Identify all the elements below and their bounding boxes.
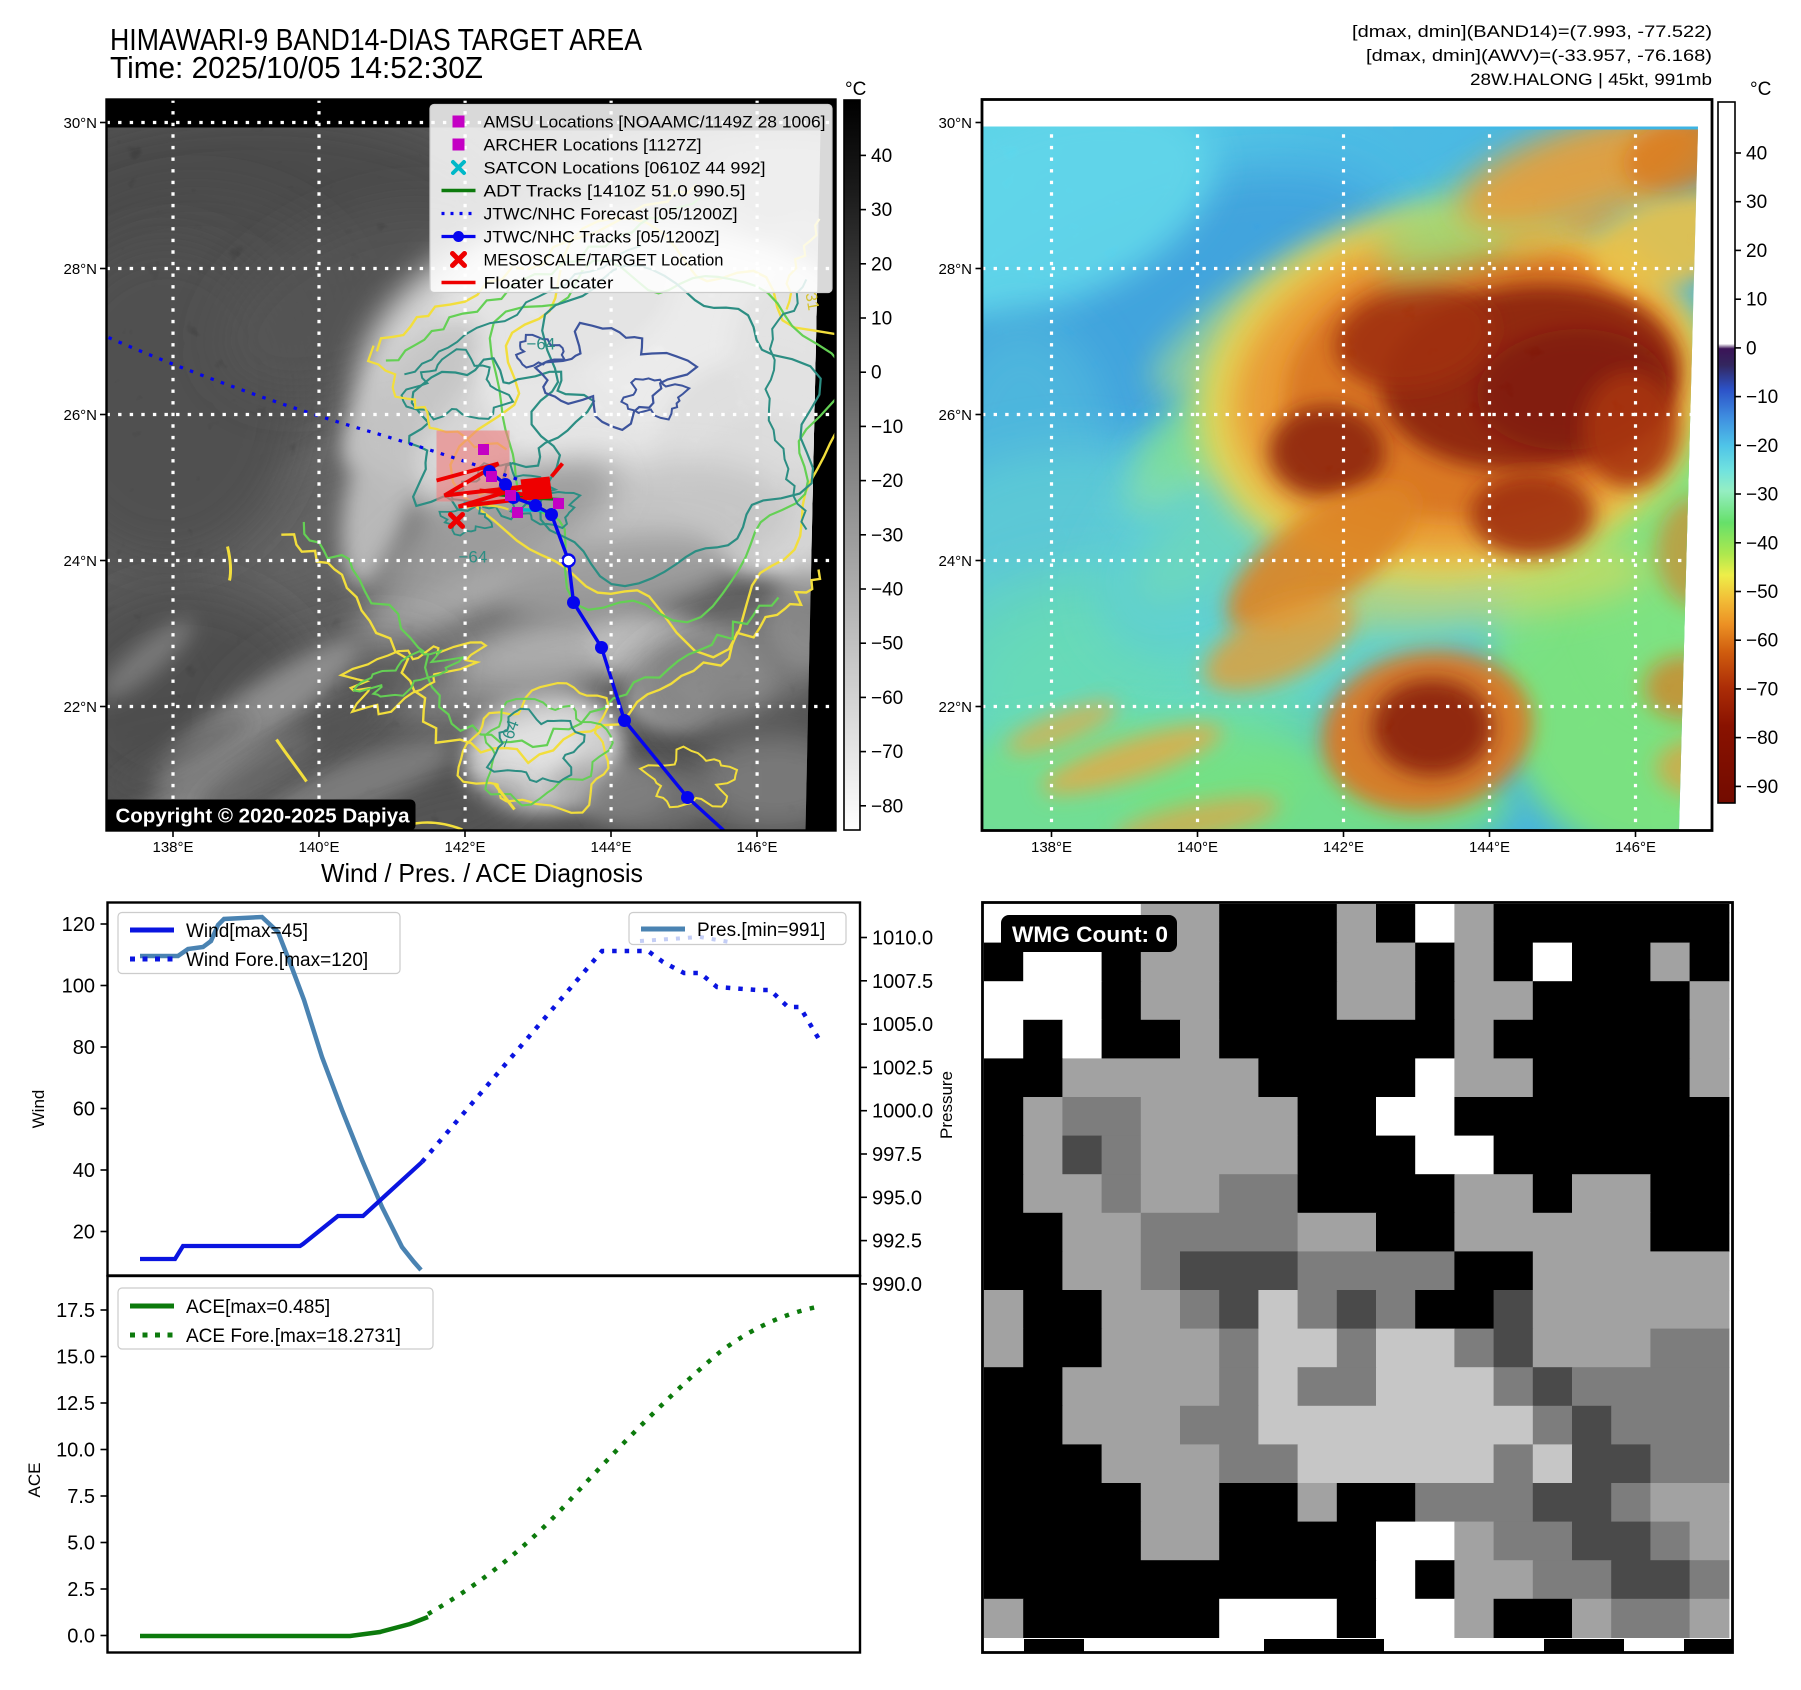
svg-text:°C: °C — [1750, 79, 1771, 100]
svg-text:30°N: 30°N — [63, 115, 97, 132]
svg-text:JTWC/NHC Tracks [05/1200Z]: JTWC/NHC Tracks [05/1200Z] — [484, 229, 720, 247]
svg-text:WMG Count: 0: WMG Count: 0 — [1012, 922, 1168, 947]
svg-text:[dmax, dmin](AWV)=(-33.957, -7: [dmax, dmin](AWV)=(-33.957, -76.168) — [1366, 46, 1712, 65]
svg-text:ACE: ACE — [25, 1463, 44, 1498]
svg-text:Pressure: Pressure — [937, 1071, 956, 1139]
svg-text:ARCHER Locations [1127Z]: ARCHER Locations [1127Z] — [484, 137, 702, 155]
svg-text:Time: 2025/10/05 14:52:30Z: Time: 2025/10/05 14:52:30Z — [110, 51, 483, 85]
svg-text:144°E: 144°E — [590, 839, 631, 856]
svg-text:−20: −20 — [1746, 436, 1778, 457]
svg-text:1000.0: 1000.0 — [872, 1101, 933, 1123]
svg-text:−70: −70 — [871, 742, 903, 763]
svg-text:[dmax, dmin](BAND14)=(7.993, -: [dmax, dmin](BAND14)=(7.993, -77.522) — [1352, 22, 1712, 41]
svg-text:−70: −70 — [1746, 679, 1778, 700]
svg-text:12.5: 12.5 — [56, 1393, 95, 1415]
svg-text:28°N: 28°N — [938, 261, 972, 278]
svg-text:7.5: 7.5 — [67, 1486, 95, 1508]
svg-text:100: 100 — [62, 976, 95, 998]
svg-text:24°N: 24°N — [63, 553, 97, 570]
svg-text:5.0: 5.0 — [67, 1533, 95, 1555]
svg-text:10.0: 10.0 — [56, 1440, 95, 1462]
svg-text:ACE Fore.[max=18.2731]: ACE Fore.[max=18.2731] — [186, 1326, 401, 1347]
svg-text:Floater Locater: Floater Locater — [484, 275, 615, 293]
svg-text:60: 60 — [73, 1099, 95, 1121]
svg-text:15.0: 15.0 — [56, 1347, 95, 1369]
svg-text:10: 10 — [871, 309, 892, 330]
svg-text:°C: °C — [845, 79, 866, 100]
svg-text:22°N: 22°N — [938, 699, 972, 716]
svg-text:Wind[max=45]: Wind[max=45] — [186, 921, 308, 942]
svg-text:0: 0 — [871, 363, 882, 384]
svg-text:JTWC/NHC Forecast [05/1200Z]: JTWC/NHC Forecast [05/1200Z] — [484, 206, 738, 224]
svg-text:17.5: 17.5 — [56, 1300, 95, 1322]
svg-text:Copyright © 2020-2025 Dapiya: Copyright © 2020-2025 Dapiya — [116, 806, 411, 828]
svg-text:40: 40 — [73, 1160, 95, 1182]
svg-text:997.5: 997.5 — [872, 1144, 922, 1166]
svg-text:−10: −10 — [871, 417, 903, 438]
svg-text:−30: −30 — [871, 525, 903, 546]
svg-text:1010.0: 1010.0 — [872, 928, 933, 950]
svg-text:0: 0 — [1746, 338, 1757, 359]
svg-text:80: 80 — [73, 1037, 95, 1059]
svg-text:30°N: 30°N — [938, 115, 972, 132]
svg-text:−64: −64 — [459, 548, 488, 567]
svg-text:Wind: Wind — [29, 1090, 48, 1129]
svg-text:1005.0: 1005.0 — [872, 1014, 933, 1036]
svg-text:20: 20 — [871, 254, 892, 275]
svg-text:20: 20 — [73, 1222, 95, 1244]
svg-text:SATCON Locations [0610Z 44 992: SATCON Locations [0610Z 44 992] — [484, 160, 766, 178]
svg-text:20: 20 — [1746, 241, 1767, 262]
svg-text:1007.5: 1007.5 — [872, 971, 933, 993]
svg-text:40: 40 — [1746, 144, 1767, 165]
svg-text:−10: −10 — [1746, 387, 1778, 408]
svg-text:−20: −20 — [871, 471, 903, 492]
svg-text:146°E: 146°E — [1615, 839, 1656, 856]
svg-text:10: 10 — [1746, 290, 1767, 311]
svg-text:0.0: 0.0 — [67, 1626, 95, 1648]
svg-text:−50: −50 — [871, 634, 903, 655]
svg-text:22°N: 22°N — [63, 699, 97, 716]
svg-text:−90: −90 — [1746, 777, 1778, 798]
svg-text:992.5: 992.5 — [872, 1231, 922, 1253]
svg-text:30: 30 — [871, 200, 892, 221]
svg-text:2.5: 2.5 — [67, 1579, 95, 1601]
svg-text:24°N: 24°N — [938, 553, 972, 570]
svg-text:144°E: 144°E — [1469, 839, 1510, 856]
svg-text:−80: −80 — [871, 796, 903, 817]
svg-text:31: 31 — [802, 291, 822, 312]
svg-text:AMSU Locations [NOAAMC/1149Z 2: AMSU Locations [NOAAMC/1149Z 28 1006] — [484, 114, 826, 132]
svg-text:995.0: 995.0 — [872, 1187, 922, 1209]
svg-text:ADT Tracks [1410Z 51.0 990.5]: ADT Tracks [1410Z 51.0 990.5] — [484, 183, 746, 201]
svg-text:Wind Fore.[max=120]: Wind Fore.[max=120] — [186, 950, 368, 971]
svg-text:142°E: 142°E — [1323, 839, 1364, 856]
svg-text:30: 30 — [1746, 192, 1767, 213]
svg-text:140°E: 140°E — [298, 839, 339, 856]
svg-text:138°E: 138°E — [1031, 839, 1072, 856]
svg-text:HIMAWARI-9 BAND14-DIAS TARGET: HIMAWARI-9 BAND14-DIAS TARGET AREA — [110, 23, 643, 57]
svg-text:120: 120 — [62, 914, 95, 936]
svg-text:Wind / Pres. / ACE Diagnosis: Wind / Pres. / ACE Diagnosis — [321, 858, 643, 888]
svg-text:28W.HALONG | 45kt, 991mb: 28W.HALONG | 45kt, 991mb — [1470, 70, 1712, 89]
svg-text:−40: −40 — [871, 580, 903, 601]
svg-text:−30: −30 — [1746, 485, 1778, 506]
svg-text:28°N: 28°N — [63, 261, 97, 278]
svg-text:−64: −64 — [527, 335, 556, 354]
svg-text:−50: −50 — [1746, 582, 1778, 603]
svg-text:−80: −80 — [1746, 728, 1778, 749]
svg-text:142°E: 142°E — [444, 839, 485, 856]
svg-text:138°E: 138°E — [152, 839, 193, 856]
svg-text:−60: −60 — [1746, 631, 1778, 652]
svg-text:26°N: 26°N — [63, 407, 97, 424]
svg-text:140°E: 140°E — [1177, 839, 1218, 856]
svg-text:146°E: 146°E — [736, 839, 777, 856]
svg-text:990.0: 990.0 — [872, 1274, 922, 1296]
svg-text:−60: −60 — [871, 688, 903, 709]
svg-text:40: 40 — [871, 146, 892, 167]
svg-text:ACE[max=0.485]: ACE[max=0.485] — [186, 1297, 330, 1318]
svg-text:26°N: 26°N — [938, 407, 972, 424]
svg-text:1002.5: 1002.5 — [872, 1057, 933, 1079]
svg-text:Pres.[min=991]: Pres.[min=991] — [697, 920, 825, 941]
svg-text:−40: −40 — [1746, 533, 1778, 554]
svg-text:MESOSCALE/TARGET Location: MESOSCALE/TARGET Location — [484, 252, 724, 270]
